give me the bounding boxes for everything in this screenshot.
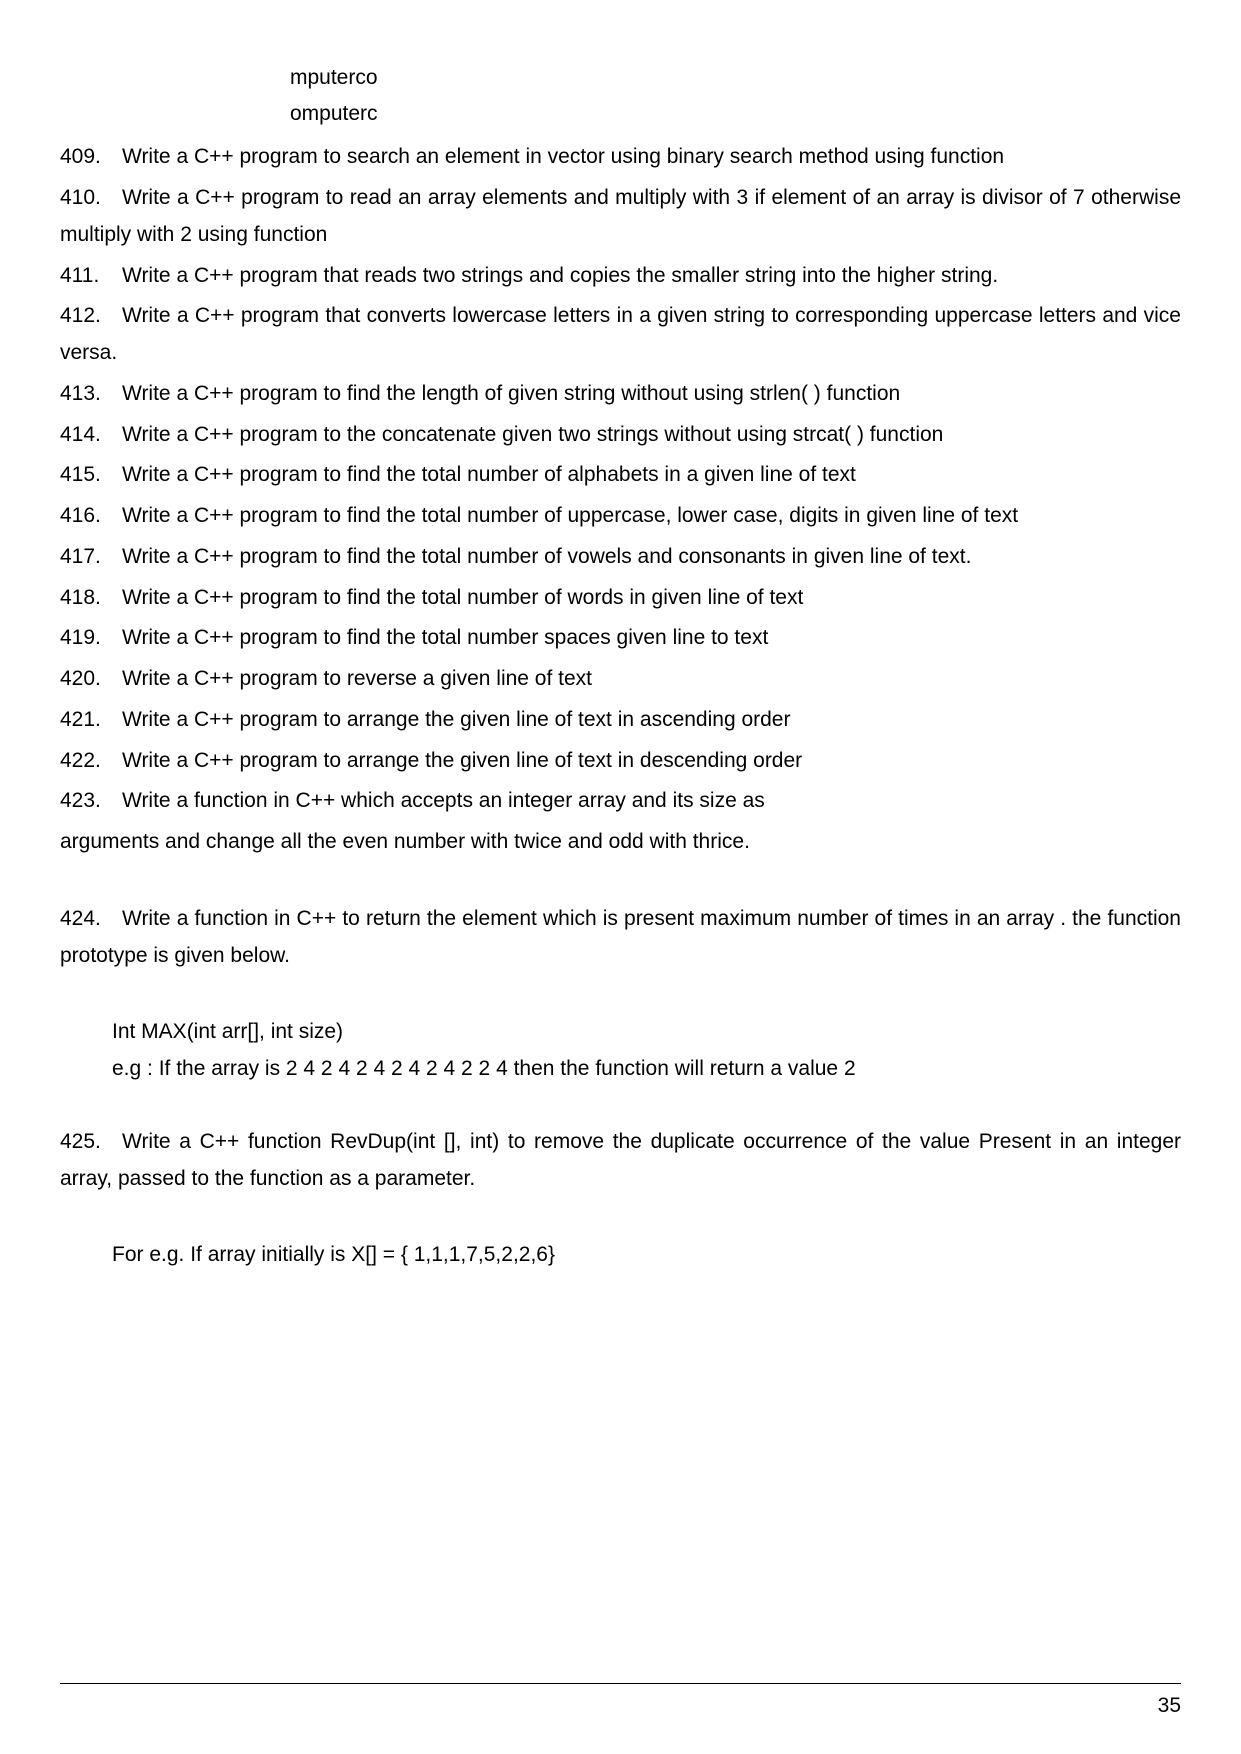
item-text: Write a C++ program to arrange the given…	[122, 749, 802, 772]
item-number: 419.	[60, 620, 122, 657]
list-item-412: 412.Write a C++ program that converts lo…	[60, 298, 1181, 372]
list-item-420: 420.Write a C++ program to reverse a giv…	[60, 661, 1181, 698]
item-text: Write a C++ program to the concatenate g…	[122, 423, 943, 446]
list-item-416: 416.Write a C++ program to find the tota…	[60, 498, 1181, 535]
item-number: 417.	[60, 539, 122, 576]
item-number: 410.	[60, 180, 122, 217]
item-number: 415.	[60, 457, 122, 494]
list-item-415: 415.Write a C++ program to find the tota…	[60, 457, 1181, 494]
item-text: Write a C++ program to find the total nu…	[122, 504, 1018, 527]
leading-line-1: mputerco	[290, 60, 1181, 96]
item-number: 416.	[60, 498, 122, 535]
document-page: mputerco omputerc 409.Write a C++ progra…	[0, 0, 1241, 1754]
item-text: Write a C++ program to find the length o…	[122, 382, 900, 405]
page-number: 35	[1158, 1694, 1181, 1718]
list-item-414: 414.Write a C++ program to the concatena…	[60, 417, 1181, 454]
item-number: 425.	[60, 1124, 122, 1161]
code-example-425: For e.g. If array initially is X[] = { 1…	[112, 1237, 1181, 1274]
code-example-424: Int MAX(int arr[], int size) e.g : If th…	[112, 1014, 1181, 1088]
item-text: Write a C++ program to read an array ele…	[60, 186, 1181, 246]
item-text: Write a C++ program to find the total nu…	[122, 463, 856, 486]
item-number: 422.	[60, 743, 122, 780]
item-text: Write a C++ program to arrange the given…	[122, 708, 790, 731]
item-text: Write a C++ program that converts lowerc…	[60, 304, 1181, 364]
item-number: 412.	[60, 298, 122, 335]
item-number: 423.	[60, 783, 122, 820]
item-number: 409.	[60, 139, 122, 176]
paragraph-spacer	[60, 1201, 1181, 1237]
footer-divider	[60, 1683, 1181, 1684]
list-item-424: 424.Write a function in C++ to return th…	[60, 901, 1181, 975]
item-number: 421.	[60, 702, 122, 739]
item-text: Write a C++ program that reads two strin…	[122, 264, 998, 287]
paragraph-spacer	[60, 978, 1181, 1014]
item-text: Write a C++ program to find the total nu…	[122, 545, 971, 568]
item-number: 418.	[60, 580, 122, 617]
leading-line-2: omputerc	[290, 96, 1181, 132]
item-text: Write a C++ program to reverse a given l…	[122, 667, 592, 690]
leading-text-block: mputerco omputerc	[290, 60, 1181, 131]
item-number: 411.	[60, 258, 122, 295]
item-number: 413.	[60, 376, 122, 413]
list-item-423: 423.Write a function in C++ which accept…	[60, 783, 1181, 820]
item-text: Write a function in C++ to return the el…	[60, 907, 1181, 967]
item-text: Write a C++ program to search an element…	[122, 145, 1004, 168]
item-text: Write a C++ program to find the total nu…	[122, 626, 768, 649]
code-line: Int MAX(int arr[], int size)	[112, 1014, 1181, 1051]
list-item-423-continuation: arguments and change all the even number…	[60, 824, 1181, 861]
list-item-413: 413.Write a C++ program to find the leng…	[60, 376, 1181, 413]
code-line: For e.g. If array initially is X[] = { 1…	[112, 1237, 1181, 1274]
code-line: e.g : If the array is 2 4 2 4 2 4 2 4 2 …	[112, 1051, 1181, 1088]
list-item-422: 422.Write a C++ program to arrange the g…	[60, 743, 1181, 780]
list-item-419: 419.Write a C++ program to find the tota…	[60, 620, 1181, 657]
list-item-418: 418.Write a C++ program to find the tota…	[60, 580, 1181, 617]
item-number: 414.	[60, 417, 122, 454]
item-number: 424.	[60, 901, 122, 938]
paragraph-spacer	[60, 865, 1181, 901]
list-item-409: 409.Write a C++ program to search an ele…	[60, 139, 1181, 176]
list-item-411: 411.Write a C++ program that reads two s…	[60, 258, 1181, 295]
item-text: Write a C++ program to find the total nu…	[122, 586, 803, 609]
item-text: Write a function in C++ which accepts an…	[122, 789, 765, 812]
item-text: Write a C++ function RevDup(int [], int)…	[60, 1130, 1181, 1190]
paragraph-spacer	[60, 1088, 1181, 1124]
list-item-410: 410.Write a C++ program to read an array…	[60, 180, 1181, 254]
list-item-425: 425.Write a C++ function RevDup(int [], …	[60, 1124, 1181, 1198]
list-item-417: 417.Write a C++ program to find the tota…	[60, 539, 1181, 576]
list-item-421: 421.Write a C++ program to arrange the g…	[60, 702, 1181, 739]
item-number: 420.	[60, 661, 122, 698]
